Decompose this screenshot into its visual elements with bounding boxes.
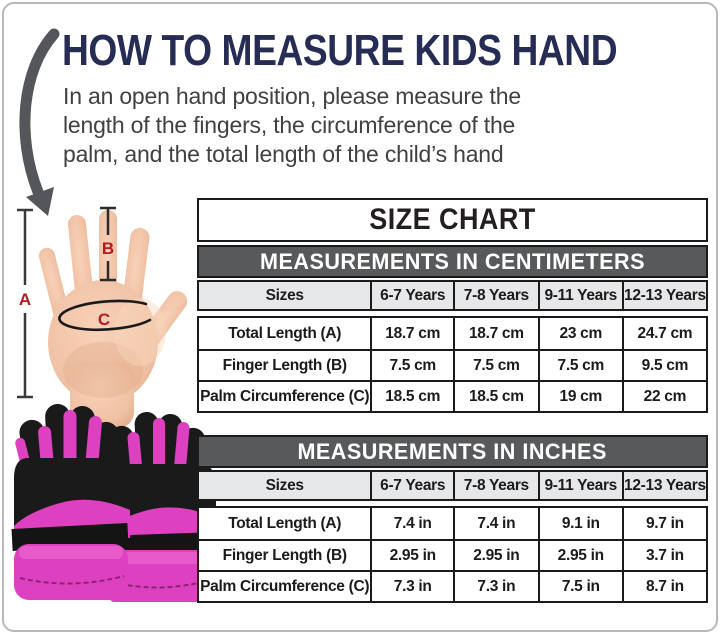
column-header: 6-7 Years (370, 472, 453, 499)
table-cell: 7.5 cm (537, 349, 622, 380)
column-header: 6-7 Years (370, 282, 453, 309)
table-cell: 22 cm (621, 380, 706, 411)
curved-arrow-icon (19, 28, 60, 216)
row-label: Finger Length (B) (199, 539, 371, 570)
column-header: Sizes (265, 286, 304, 304)
table-cell: 19 cm (537, 380, 622, 411)
table-cell: 9.7 in (621, 508, 706, 539)
table-cell: 7.5 cm (453, 349, 538, 380)
marker-b-label: B (102, 239, 114, 258)
table-cell: 7.5 cm (370, 349, 453, 380)
inches-data-grid: Total Length (A) 7.4 in 7.4 in 9.1 in 9.… (197, 506, 708, 603)
finger-length-marker-b (100, 206, 116, 282)
description-line: length of the fingers, the circumference… (63, 112, 516, 138)
child-hand-image (38, 210, 188, 428)
total-length-marker-a (17, 208, 33, 399)
inches-section-heading: MEASUREMENTS IN INCHES (197, 435, 708, 468)
column-header: 12-13 Years (621, 282, 706, 309)
table-cell: 23 cm (537, 318, 622, 349)
table-cell: 18.5 cm (370, 380, 453, 411)
table-cell: 7.3 in (453, 570, 538, 601)
column-header: 9-11 Years (537, 472, 622, 499)
row-label: Palm Circumference (C) (199, 570, 371, 601)
table-cell: 8.7 in (621, 570, 706, 601)
page-title: HOW TO MEASURE KIDS HAND (62, 26, 618, 75)
gloves-image (11, 403, 216, 602)
inches-column-headers: Sizes 6-7 Years 7-8 Years 9-11 Years 12-… (197, 470, 708, 501)
row-label: Total Length (A) (199, 508, 371, 539)
description-line: In an open hand position, please measure… (63, 83, 521, 109)
column-header: 7-8 Years (453, 472, 538, 499)
table-cell: 2.95 in (453, 539, 538, 570)
marker-c-label: C (98, 310, 110, 329)
cm-data-grid: Total Length (A) 18.7 cm 18.7 cm 23 cm 2… (197, 316, 708, 413)
table-cell: 18.7 cm (370, 318, 453, 349)
cm-measurements-table: SIZE CHART MEASUREMENTS IN CENTIMETERS S… (197, 198, 708, 413)
table-cell: 3.7 in (621, 539, 706, 570)
palm-circumference-marker-c (58, 299, 152, 332)
table-cell: 7.4 in (370, 508, 453, 539)
table-cell: 18.5 cm (453, 380, 538, 411)
cm-column-headers: Sizes 6-7 Years 7-8 Years 9-11 Years 12-… (197, 280, 708, 311)
row-label: Total Length (A) (199, 318, 371, 349)
table-cell: 7.4 in (453, 508, 538, 539)
table-cell: 9.5 cm (621, 349, 706, 380)
column-header: 12-13 Years (621, 472, 706, 499)
column-header: Sizes (265, 476, 304, 494)
table-cell: 7.3 in (370, 570, 453, 601)
table-cell: 2.95 in (537, 539, 622, 570)
table-cell: 18.7 cm (453, 318, 538, 349)
row-label: Palm Circumference (C) (199, 380, 371, 411)
row-label: Finger Length (B) (199, 349, 371, 380)
hand-measurement-diagram: A B C (17, 206, 188, 428)
table-cell: 7.5 in (537, 570, 622, 601)
column-header: 9-11 Years (537, 282, 622, 309)
cm-section-heading: MEASUREMENTS IN CENTIMETERS (197, 245, 708, 278)
inches-measurements-table: MEASUREMENTS IN INCHES Sizes 6-7 Years 7… (197, 435, 708, 603)
marker-a-label: A (19, 290, 31, 309)
size-chart-title: SIZE CHART (197, 198, 708, 242)
description: In an open hand position, please measure… (63, 82, 521, 169)
table-cell: 24.7 cm (621, 318, 706, 349)
table-cell: 9.1 in (537, 508, 622, 539)
description-line: palm, and the total length of the child’… (63, 141, 504, 167)
table-cell: 2.95 in (370, 539, 453, 570)
column-header: 7-8 Years (453, 282, 538, 309)
